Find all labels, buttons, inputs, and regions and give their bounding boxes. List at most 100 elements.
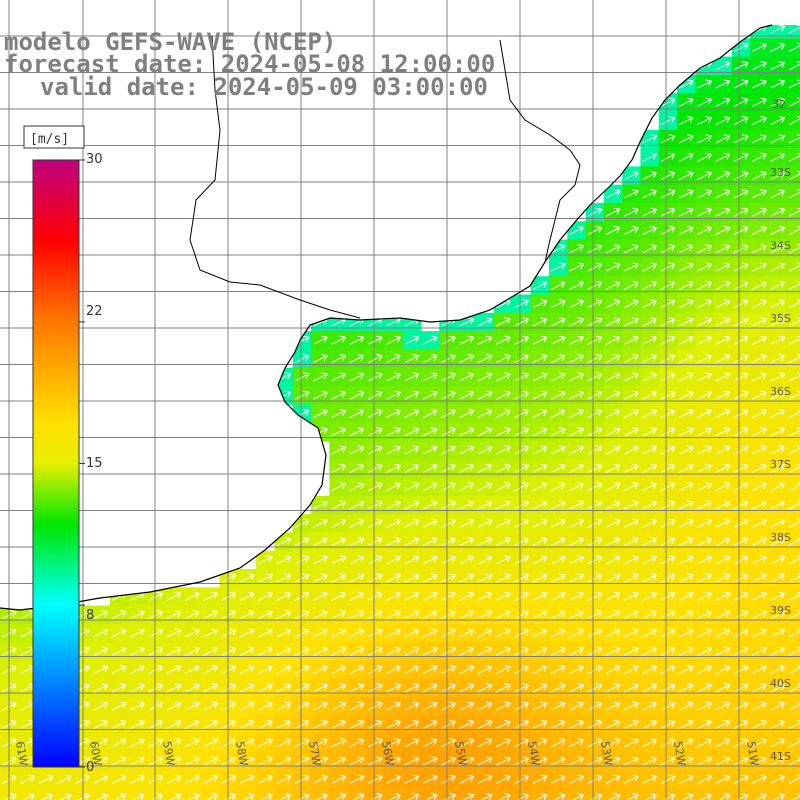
wind-arrow: [642, 665, 658, 675]
wind-arrow: [770, 207, 786, 217]
wind-arrow: [313, 335, 328, 345]
wind-arrow: [587, 244, 603, 254]
wind-arrow: [477, 354, 493, 364]
wind-arrow: [313, 738, 328, 748]
wind-arrow: [752, 482, 767, 492]
wind-arrow: [660, 591, 676, 601]
wind-arrow: [480, 793, 493, 800]
wind-arrow: [678, 610, 694, 620]
wind-arrow: [532, 280, 548, 290]
wind-cell: [786, 239, 800, 259]
wind-arrow: [477, 573, 493, 583]
wind-arrow: [715, 738, 731, 748]
wind-arrow: [496, 683, 511, 693]
wind-arrow: [752, 226, 767, 235]
wind-arrow: [624, 500, 639, 510]
wind-arrow: [569, 665, 584, 675]
wind-arrow: [148, 665, 164, 675]
wind-arrow: [132, 793, 145, 800]
wind-arrow: [678, 518, 694, 528]
wind-arrow: [294, 610, 310, 620]
wind-arrow: [678, 555, 694, 565]
wind-arrow: [678, 738, 694, 748]
border-line: [189, 35, 361, 319]
wind-arrow: [678, 97, 694, 107]
wind-arrow: [678, 628, 694, 638]
wind-arrow: [642, 683, 658, 693]
wind-arrow: [404, 646, 420, 656]
wind-arrow: [697, 665, 712, 675]
wind-arrow: [605, 738, 621, 748]
wind-arrow: [367, 500, 383, 510]
wind-arrow: [678, 116, 694, 126]
wind-arrow: [258, 756, 273, 766]
wind-arrow: [148, 628, 164, 638]
wind-arrow: [550, 701, 566, 711]
wind-arrow: [624, 226, 639, 235]
wind-arrow: [770, 79, 786, 89]
wind-arrow: [608, 793, 621, 800]
wind-arrow: [532, 299, 548, 309]
wind-arrow: [550, 646, 566, 656]
wind-arrow: [514, 500, 530, 510]
wind-arrow: [752, 42, 767, 52]
wind-arrow: [697, 500, 712, 510]
wind-arrow: [569, 463, 584, 473]
wind-cell: [677, 788, 696, 800]
wind-arrow: [788, 335, 800, 345]
wind-arrow: [697, 244, 712, 254]
wind-arrow: [239, 720, 255, 729]
wind-arrow: [626, 793, 639, 800]
wind-arrow: [733, 701, 749, 711]
wind-arrow: [422, 591, 438, 601]
wind-arrow: [422, 409, 438, 418]
colorbar-tick-22: 22: [86, 304, 103, 319]
wind-arrow: [477, 701, 493, 711]
wind-arrow: [422, 390, 438, 400]
wind-arrow: [349, 427, 365, 437]
wind-arrow: [697, 189, 712, 199]
wind-arrow: [587, 591, 603, 601]
wind-arrow: [605, 500, 621, 510]
wind-arrow: [386, 720, 401, 729]
wind-arrow: [553, 793, 566, 800]
wind-cell: [237, 788, 257, 800]
wind-arrow: [258, 738, 273, 748]
wind-arrow: [459, 628, 475, 638]
wind-cell: [549, 788, 568, 800]
wind-arrow: [788, 42, 800, 52]
wind-arrow: [459, 537, 475, 547]
wind-cell: [786, 660, 800, 680]
wind-arrow: [697, 97, 712, 107]
wind-arrow: [788, 445, 800, 455]
wind-arrow: [276, 646, 292, 656]
wind-cell: [420, 788, 440, 800]
wind-arrow: [788, 774, 800, 784]
wind-arrow: [624, 738, 639, 748]
wind-arrow: [660, 518, 676, 528]
wind-arrow: [294, 701, 310, 711]
wind-arrow: [477, 665, 493, 675]
wind-arrow: [496, 720, 511, 729]
wind-arrow: [313, 555, 328, 565]
wind-arrow: [715, 280, 731, 290]
wind-arrow: [441, 665, 456, 675]
wind-arrow: [130, 628, 145, 638]
wind-arrow: [752, 628, 767, 638]
wind-arrow: [770, 573, 786, 583]
wind-arrow: [587, 372, 603, 382]
wind-arrow: [532, 701, 548, 711]
wind-arrow: [477, 646, 493, 656]
wind-arrow: [642, 134, 658, 144]
wind-arrow: [367, 372, 383, 382]
wind-arrow: [788, 628, 800, 638]
wind-arrow: [624, 390, 639, 400]
wind-arrow: [587, 628, 603, 638]
wind-arrow: [294, 591, 310, 601]
wind-arrow: [624, 207, 639, 217]
colorbar-tick-30: 30: [86, 152, 103, 167]
wind-arrow: [459, 354, 475, 364]
wind-cell: [786, 56, 800, 76]
